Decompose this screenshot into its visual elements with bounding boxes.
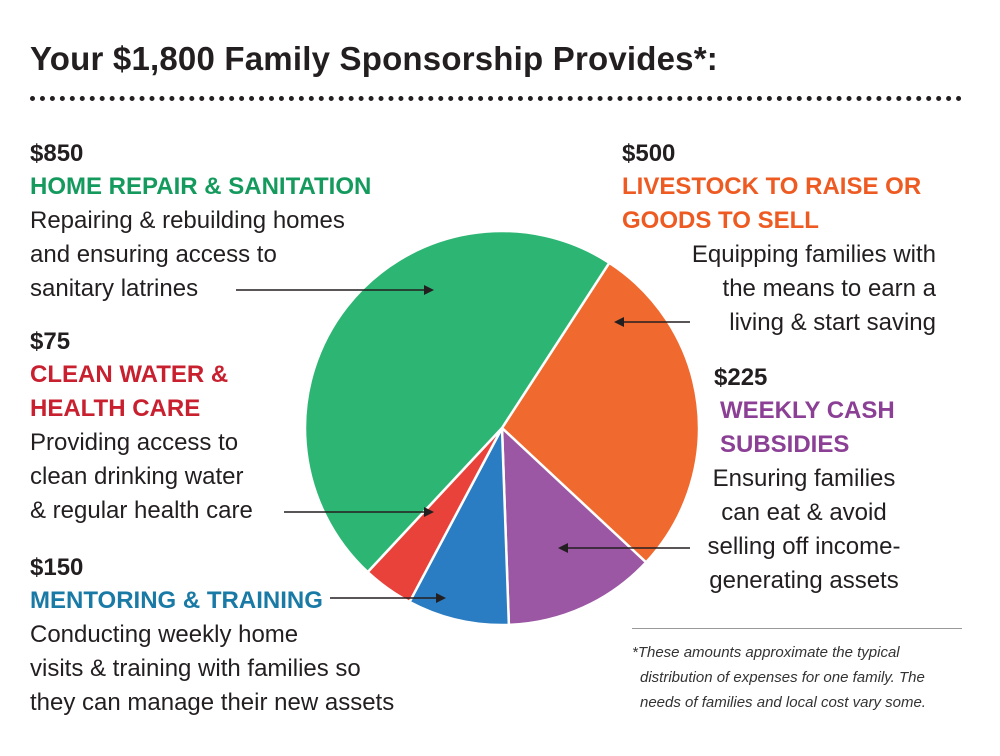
- cash-category-line: WEEKLY CASH: [720, 397, 895, 424]
- dotted-divider: [30, 96, 962, 101]
- mentoring-desc-line: they can manage their new assets: [30, 689, 395, 716]
- livestock-category: LIVESTOCK TO RAISE OR GOODS TO SELL: [622, 170, 921, 238]
- mentoring-category: MENTORING & TRAINING: [30, 584, 323, 618]
- pie-slices: [303, 229, 701, 627]
- cash-desc-line: selling off income-: [707, 533, 901, 560]
- footnote-rule: [632, 628, 962, 629]
- cash-desc-line: Ensuring families: [712, 465, 896, 492]
- footnote: *These amounts approximate the typical d…: [632, 640, 926, 715]
- livestock-category-line: LIVESTOCK TO RAISE OR: [622, 173, 922, 200]
- home-category: HOME REPAIR & SANITATION: [30, 170, 371, 204]
- mentoring-desc-line: visits & training with families so: [30, 655, 361, 682]
- livestock-desc-line: the means to earn a: [722, 275, 936, 302]
- livestock-category-line: GOODS TO SELL: [622, 207, 819, 234]
- water-category-line: HEALTH CARE: [30, 395, 201, 422]
- home-category-line: HOME REPAIR & SANITATION: [30, 173, 372, 200]
- home-desc-line: Repairing & rebuilding homes: [30, 207, 345, 234]
- pie-slice-cash: [500, 425, 648, 627]
- cash-category: WEEKLY CASH SUBSIDIES: [720, 394, 895, 462]
- livestock-description: Equipping families with the means to ear…: [600, 238, 936, 340]
- home-desc-line: and ensuring access to: [30, 241, 277, 268]
- pointer-arrows: [236, 285, 690, 603]
- water-amount: $75: [30, 328, 71, 355]
- home-desc-line: sanitary latrines: [30, 275, 199, 302]
- water-desc-line: Providing access to: [30, 429, 239, 456]
- water-desc-line: & regular health care: [30, 497, 253, 524]
- pie-slice-livestock: [500, 261, 701, 565]
- water-description: Providing access to clean drinking water…: [30, 426, 253, 528]
- home-amount: $850: [30, 140, 84, 167]
- cash-description: Ensuring families can eat & avoid sellin…: [676, 462, 932, 598]
- mentoring-description: Conducting weekly home visits & training…: [30, 618, 394, 720]
- page-title: Your $1,800 Family Sponsorship Provides*…: [30, 40, 718, 77]
- pie-slice-mentoring: [407, 423, 511, 627]
- footnote-line: needs of families and local cost vary so…: [640, 694, 926, 711]
- footnote-line: *These amounts approximate the typical: [632, 644, 900, 661]
- cash-amount: $225: [714, 364, 768, 391]
- home-description: Repairing & rebuilding homes and ensurin…: [30, 204, 345, 306]
- livestock-desc-line: Equipping families with: [691, 241, 936, 268]
- pie-slice-home: [303, 229, 612, 574]
- livestock-amount: $500: [622, 140, 676, 167]
- footnote-line: distribution of expenses for one family.…: [640, 669, 925, 686]
- water-desc-line: clean drinking water: [30, 463, 244, 490]
- water-category-line: CLEAN WATER &: [30, 361, 229, 388]
- mentoring-category-line: MENTORING & TRAINING: [30, 587, 323, 614]
- cash-desc-line: can eat & avoid: [721, 499, 887, 526]
- livestock-desc-line: living & start saving: [729, 309, 936, 336]
- mentoring-amount: $150: [30, 554, 84, 581]
- cash-desc-line: generating assets: [709, 567, 899, 594]
- mentoring-desc-line: Conducting weekly home: [30, 621, 299, 648]
- water-category: CLEAN WATER & HEALTH CARE: [30, 358, 228, 426]
- cash-category-line: SUBSIDIES: [720, 431, 850, 458]
